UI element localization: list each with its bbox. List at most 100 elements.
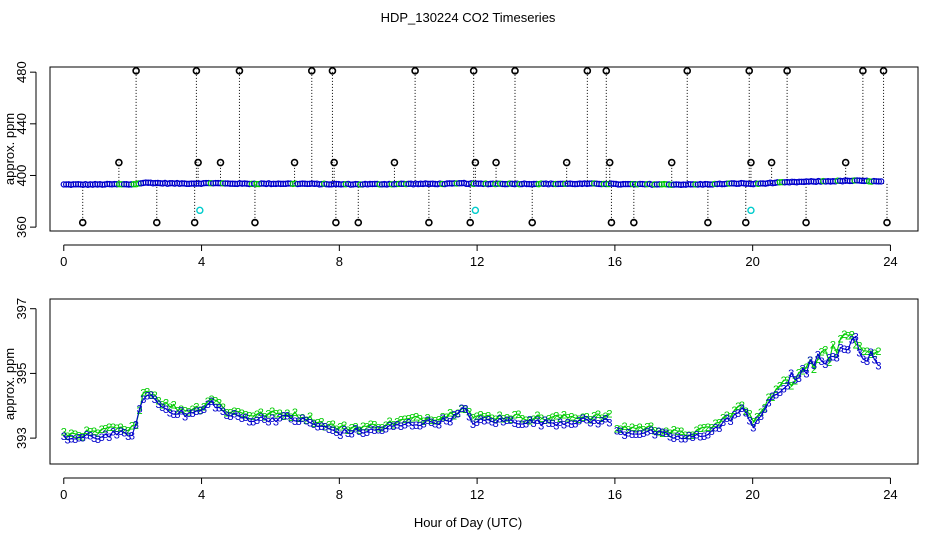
series-3-marker: 3 [440,413,446,425]
series-3-marker: 3 [451,410,457,422]
series-3-marker: 3 [553,420,559,432]
series-3-marker: 3 [174,409,180,421]
series-2-marker: 2 [216,398,222,410]
series-3-marker: 3 [322,422,328,434]
flag-point-high [511,67,519,75]
series-3-marker: 3 [800,363,806,375]
flag-point-mid [767,158,776,167]
panel-top-x-tick-label: 20 [745,254,759,269]
series-3-marker: 3 [87,431,93,443]
series-2-marker: 2 [652,426,658,438]
series-2-marker: 2 [595,409,601,421]
series-3-marker: 3 [637,429,643,441]
series-3-marker: 3 [606,417,612,429]
series-3-marker: 3 [716,423,722,435]
series-3-marker: 3 [618,426,624,438]
series-3-marker: 3 [254,415,260,427]
series-3-marker: 3 [99,432,105,444]
series-3-marker: 3 [178,405,184,417]
cyan-point [471,206,480,215]
series-2-marker: 2 [284,408,290,420]
series-2-marker: 2 [731,405,737,417]
series-3-marker: 3 [360,428,366,440]
series-2-marker: 2 [860,346,866,358]
series-2-marker: 2 [803,362,809,374]
series-2-marker: 2 [587,414,593,426]
flag-point-high [469,67,478,75]
series-3-marker: 3 [212,403,218,415]
series-3-marker: 3 [663,428,669,440]
flag-point-low [152,218,161,227]
series-2-marker: 2 [220,402,226,414]
series-3-marker: 3 [557,417,563,429]
series-3-marker: 3 [65,435,71,447]
flag-point-high [583,67,592,75]
series-2-marker: 2 [243,410,249,422]
series-2-marker: 2 [531,414,537,426]
series-3-marker: 3 [216,402,222,414]
series-3-marker: 3 [496,414,502,426]
series-2-marker: 2 [519,413,525,425]
series-3-marker: 3 [95,434,101,446]
series-2-marker: 2 [534,410,540,422]
series-3-marker: 3 [364,427,370,439]
series-2-marker: 2 [375,423,381,435]
series-2-marker: 2 [470,413,476,425]
series-2-marker: 2 [91,426,97,438]
series-2-marker: 2 [167,402,173,414]
flag-point-high [235,67,244,75]
flag-point-mid [290,158,299,167]
series-3-marker: 3 [834,353,840,365]
series-3-marker: 3 [576,415,582,427]
series-3-marker: 3 [303,415,309,427]
series-3-marker: 3 [341,424,347,436]
series-3-marker: 3 [231,408,237,420]
panel-bottom-frame [49,298,919,465]
series-3-marker: 3 [443,416,449,428]
series-2-marker: 2 [205,396,211,408]
series-2-marker: 2 [811,364,817,376]
series-3-marker: 3 [584,414,590,426]
series-2-marker: 2 [436,414,442,426]
flag-point-high [859,67,867,75]
series-2-marker: 2 [334,424,340,436]
series-2-marker: 2 [618,424,624,436]
series-3-marker: 3 [538,420,544,432]
series-3-marker: 3 [466,412,472,424]
series-2-line [63,333,879,438]
series-3-marker: 3 [428,417,434,429]
series-3-marker: 3 [406,417,412,429]
series-2-marker: 2 [99,424,105,436]
series-3-marker: 3 [409,420,415,432]
series-2-marker: 2 [227,407,233,419]
series-2-marker: 2 [443,412,449,424]
series-2-marker: 2 [659,428,665,440]
panel-bottom-y-tick-label: 393 [14,427,29,449]
series-3-marker: 3 [709,426,715,438]
series-3-marker: 3 [371,425,377,437]
series-2-marker: 2 [417,413,423,425]
series-3-marker: 3 [250,416,256,428]
series-2-marker: 2 [837,333,843,345]
series-2-marker: 2 [769,392,775,404]
series-3-marker: 3 [387,421,393,433]
series-3-marker: 3 [417,421,423,433]
series-2-marker: 2 [250,411,256,423]
series-3-marker: 3 [334,427,340,439]
panel-top-x-tick-label: 8 [336,254,343,269]
series-2-marker: 2 [557,413,563,425]
series-2-marker: 2 [352,421,358,433]
series-2-marker: 2 [171,399,177,411]
series-2-marker: 2 [603,411,609,423]
series-3-marker: 3 [724,413,730,425]
series-3-marker: 3 [114,430,120,442]
series-2-marker: 2 [777,381,783,393]
series-2-marker: 2 [572,413,578,425]
series-3-marker: 3 [489,417,495,429]
series-3-marker: 3 [375,424,381,436]
series-2-marker: 2 [637,422,643,434]
series-2-marker: 2 [747,409,753,421]
panel-top-x-tick-label: 0 [60,254,67,269]
series-2-marker: 2 [773,384,779,396]
series-3-marker: 3 [447,416,453,428]
